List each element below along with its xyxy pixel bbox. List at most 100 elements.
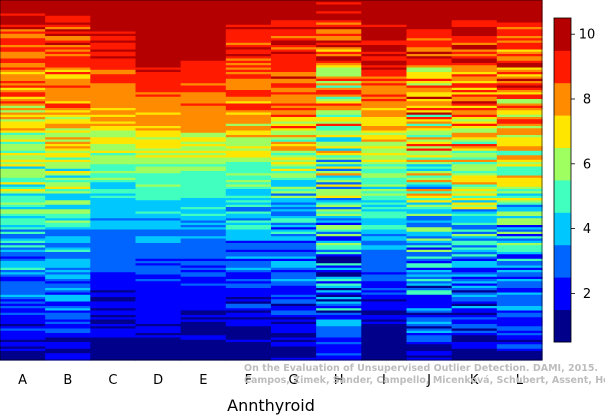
heatmap-cell	[406, 265, 453, 269]
heatmap-cell	[316, 6, 362, 10]
heatmap-cell	[496, 346, 543, 350]
heatmap-cell	[225, 321, 272, 325]
heatmap-cell	[451, 173, 498, 177]
heatmap-cell	[135, 110, 182, 114]
heatmap-cell	[451, 204, 498, 208]
heatmap-cell	[271, 0, 317, 3]
heatmap-cell	[406, 274, 453, 278]
heatmap-cell	[496, 279, 543, 282]
heatmap-cell	[0, 252, 46, 255]
heatmap-cell	[0, 78, 46, 82]
heatmap-cell	[45, 348, 91, 352]
heatmap-cell	[45, 247, 91, 251]
heatmap-cell	[135, 108, 182, 111]
heatmap-cell	[45, 351, 91, 354]
heatmap-cell	[316, 258, 362, 262]
heatmap-cell	[0, 128, 46, 132]
heatmap-cell	[225, 299, 272, 303]
heatmap-cell	[451, 85, 498, 89]
heatmap-cell	[45, 96, 91, 100]
heatmap-cell	[406, 31, 453, 35]
heatmap-cell	[451, 317, 498, 321]
heatmap-cell	[361, 27, 408, 30]
heatmap-cell	[406, 33, 453, 37]
heatmap-cell	[45, 81, 91, 84]
heatmap-cell	[361, 155, 408, 159]
heatmap-cell	[451, 36, 498, 39]
heatmap-cell	[0, 63, 46, 66]
heatmap-cell	[180, 351, 227, 354]
heatmap-cell	[90, 40, 137, 44]
heatmap-cell	[271, 69, 317, 73]
heatmap-cell	[271, 20, 317, 24]
heatmap-cell	[316, 47, 362, 51]
heatmap-cell	[45, 126, 91, 129]
heatmap-cell	[225, 191, 272, 195]
heatmap-cell	[45, 270, 91, 273]
heatmap-cell	[225, 2, 272, 6]
heatmap-cell	[496, 330, 543, 334]
heatmap-cell	[316, 355, 362, 359]
heatmap-cell	[0, 191, 46, 195]
heatmap-cell	[0, 256, 46, 260]
heatmap-cell	[135, 348, 182, 352]
heatmap-cell	[0, 180, 46, 183]
heatmap-cell	[135, 281, 182, 285]
heatmap-cell	[45, 18, 91, 21]
heatmap-cell	[45, 191, 91, 195]
heatmap-cell	[225, 218, 272, 222]
heatmap-cell	[45, 72, 91, 75]
heatmap-cell	[316, 33, 362, 37]
heatmap-cell	[361, 72, 408, 75]
heatmap-cell	[406, 141, 453, 145]
heatmap-cell	[316, 357, 362, 361]
heatmap-cell	[180, 272, 227, 276]
heatmap-cell	[90, 4, 137, 8]
heatmap-cell	[0, 56, 46, 60]
heatmap-cell	[406, 337, 453, 341]
heatmap-cell	[361, 256, 408, 260]
heatmap-cell	[135, 209, 182, 213]
heatmap-cell	[451, 137, 498, 141]
heatmap-cell	[496, 13, 543, 17]
heatmap-cell	[45, 335, 91, 339]
heatmap-cell	[180, 326, 227, 330]
heatmap-cell	[225, 132, 272, 136]
heatmap-cell	[271, 47, 317, 51]
heatmap-cell	[451, 231, 498, 235]
heatmap-cell	[271, 267, 317, 271]
heatmap-cell	[496, 24, 543, 28]
heatmap-cell	[225, 157, 272, 161]
heatmap-column-I	[361, 0, 408, 361]
heatmap-cell	[90, 355, 137, 359]
heatmap-cell	[316, 240, 362, 244]
heatmap-cell	[406, 173, 453, 177]
heatmap-cell	[90, 274, 137, 278]
heatmap-cell	[45, 144, 91, 147]
heatmap-cell	[45, 20, 91, 24]
heatmap-cell	[0, 58, 46, 62]
heatmap-cell	[496, 238, 543, 242]
heatmap-cell	[45, 22, 91, 26]
heatmap-cell	[271, 220, 317, 224]
heatmap-cell	[496, 207, 543, 210]
heatmap-cell	[0, 303, 46, 307]
heatmap-cell	[361, 285, 408, 289]
heatmap-cell	[496, 319, 543, 323]
color-legend-frame	[553, 17, 572, 343]
heatmap-cell	[180, 267, 227, 271]
heatmap-cell	[316, 175, 362, 179]
heatmap-cell	[316, 207, 362, 210]
heatmap-cell	[135, 198, 182, 201]
heatmap-cell	[180, 195, 227, 199]
heatmap-cell	[90, 94, 137, 98]
heatmap-cell	[180, 330, 227, 334]
heatmap-cell	[451, 148, 498, 152]
heatmap-cell	[90, 155, 137, 159]
heatmap-cell	[406, 54, 453, 57]
heatmap-cell	[225, 261, 272, 264]
heatmap-cell	[135, 38, 182, 42]
heatmap-cell	[90, 202, 137, 206]
heatmap-cell	[496, 353, 543, 357]
heatmap-cell	[90, 213, 137, 217]
